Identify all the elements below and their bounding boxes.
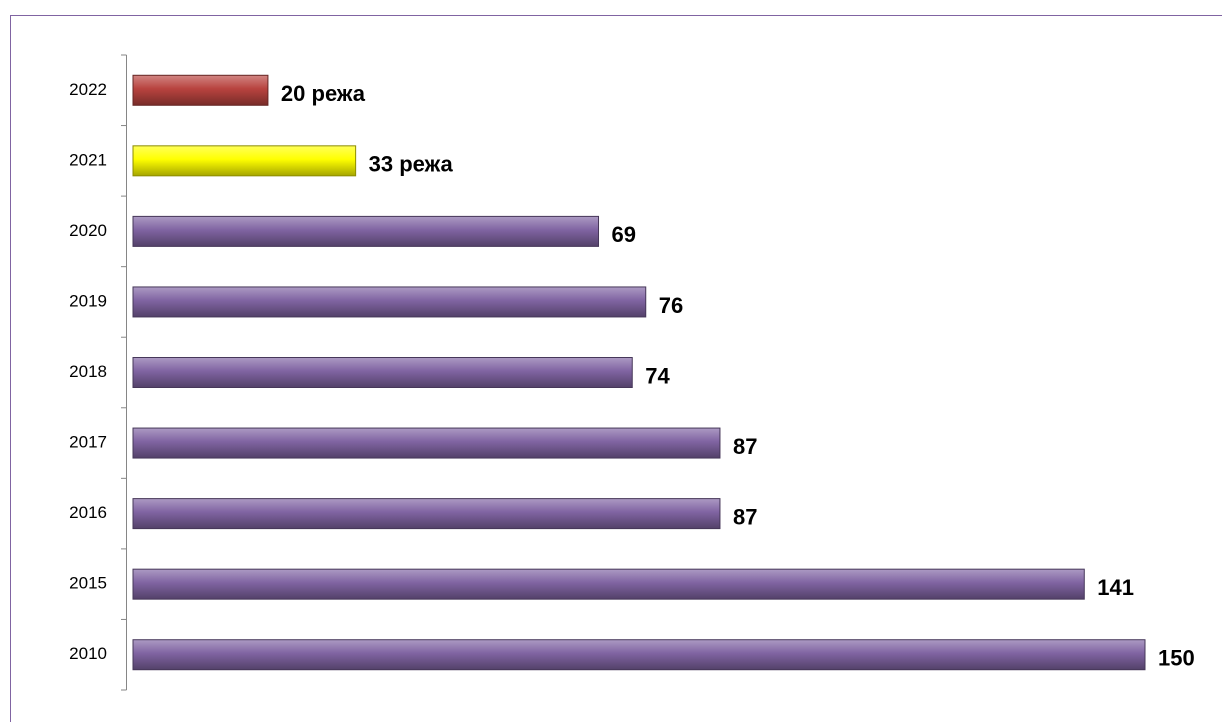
y-tick-label: 2020 [69, 221, 107, 240]
value-label: 141 [1097, 575, 1134, 600]
bar [132, 74, 269, 106]
y-tick-label: 2010 [69, 644, 107, 663]
bar [132, 568, 1085, 600]
value-label: 150 [1158, 646, 1195, 671]
y-tick-label: 2015 [69, 574, 107, 593]
value-label: 69 [612, 222, 636, 247]
value-label: 33 режа [369, 152, 454, 177]
value-label: 87 [733, 434, 757, 459]
value-label: 20 режа [281, 81, 366, 106]
bar [132, 427, 721, 459]
bar [132, 357, 633, 388]
y-tick-label: 2017 [69, 433, 107, 452]
bar [132, 215, 600, 247]
y-tick-label: 2022 [69, 80, 107, 99]
bar [132, 498, 721, 530]
value-label: 87 [733, 504, 757, 529]
y-tick-label: 2021 [69, 150, 107, 169]
value-label: 74 [645, 363, 670, 388]
bar [132, 145, 357, 177]
bar [132, 286, 647, 318]
bar [132, 639, 1146, 671]
y-tick-label: 2019 [69, 291, 107, 310]
y-tick-label: 2018 [69, 362, 107, 381]
value-label: 76 [659, 293, 683, 318]
chart-frame [10, 15, 1222, 722]
y-tick-label: 2016 [69, 503, 107, 522]
